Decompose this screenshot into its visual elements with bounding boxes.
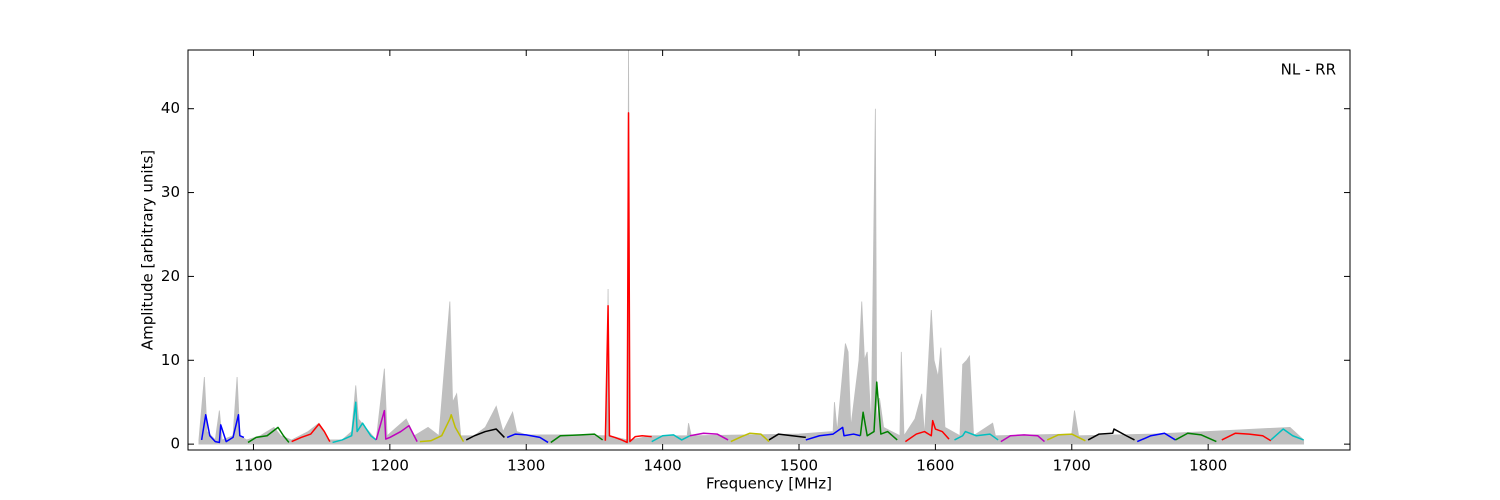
line (550, 433, 604, 444)
y-tick-label: 30 (161, 183, 180, 201)
area (198, 50, 1305, 445)
annotation: NL - RR (1281, 61, 1336, 79)
line (200, 414, 245, 444)
line (805, 426, 861, 441)
y-axis-label: Amplitude [arbitrary units] (139, 150, 157, 350)
y-tick-label: 10 (161, 351, 180, 369)
y-tick-label: 20 (161, 267, 180, 285)
line (465, 428, 505, 441)
line (247, 426, 290, 444)
line (1000, 434, 1045, 443)
x-tick-label: 1700 (1053, 457, 1091, 475)
line (1221, 432, 1272, 442)
y-tick-label: 40 (161, 99, 180, 117)
line (1087, 428, 1135, 441)
plot-area (198, 50, 1305, 445)
x-tick-label: 1100 (234, 457, 272, 475)
y-tick-label: 0 (170, 435, 180, 453)
axes-frame (187, 49, 1351, 451)
line (651, 434, 691, 443)
x-tick-label: 1200 (371, 457, 409, 475)
line (332, 401, 377, 444)
line (954, 430, 999, 441)
line (506, 433, 549, 444)
line (1175, 432, 1217, 443)
x-tick-label: 1800 (1189, 457, 1227, 475)
line (859, 381, 898, 441)
x-tick-label: 1500 (780, 457, 818, 475)
axes: 1100 1200 1300 1400 1500 1600 1700 1800 0 10 20 30 4… (161, 50, 1350, 475)
line (1270, 428, 1304, 441)
line (604, 112, 652, 444)
line (730, 432, 770, 443)
line (689, 432, 729, 441)
line (904, 419, 950, 443)
x-tick-label: 1600 (916, 457, 954, 475)
x-tick-label: 1400 (644, 457, 682, 475)
line (375, 409, 418, 442)
line (768, 433, 806, 441)
line (1046, 433, 1086, 442)
line (291, 423, 331, 443)
line (419, 414, 465, 443)
x-tick-label: 1300 (507, 457, 545, 475)
line (1136, 432, 1176, 443)
x-axis-label: Frequency [MHz] (706, 475, 832, 493)
